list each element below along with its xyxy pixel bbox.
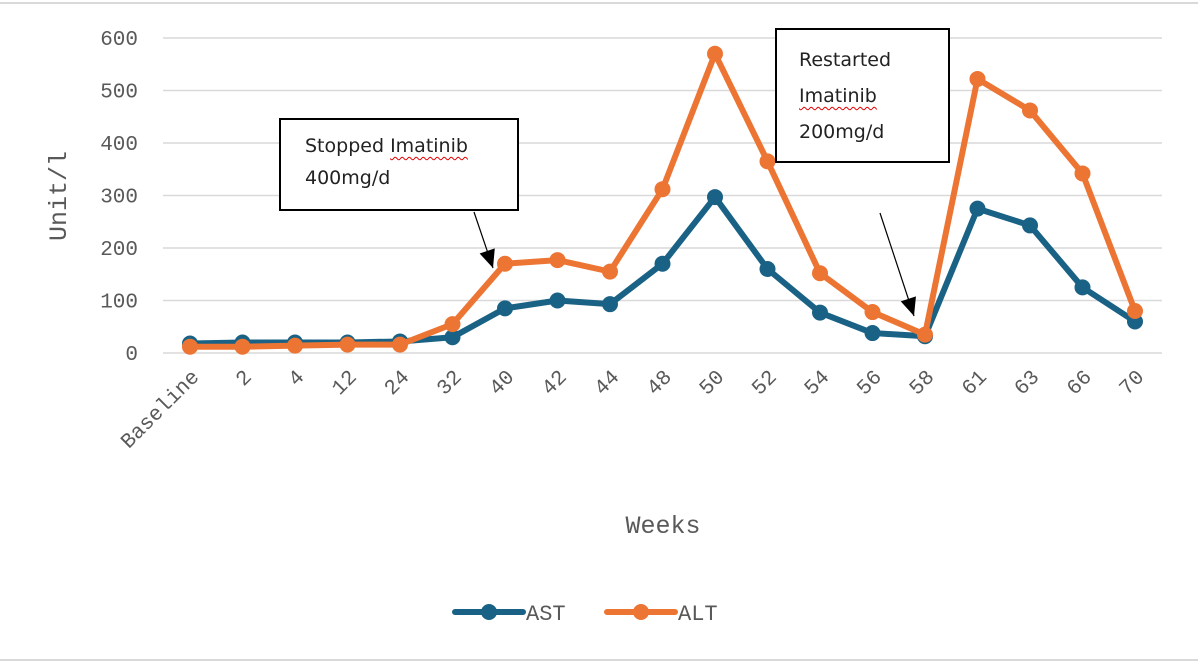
legend-label-ast: AST (526, 602, 566, 627)
y-tick-300: 300 (100, 187, 138, 210)
x-tick-44: 44 (591, 367, 625, 401)
annotation-stopped-line2: Imatinib (390, 135, 468, 157)
annotation-restarted-line2: Imatinib (799, 85, 877, 107)
x-axis-title: Weeks (625, 512, 700, 541)
y-tick-0: 0 (125, 344, 138, 367)
x-tick-58: 58 (906, 367, 940, 401)
annotation-arrows (473, 211, 916, 317)
point-alt-40 (497, 255, 513, 272)
annotation-restarted: Restarted Imatinib 200mg/d (775, 28, 950, 163)
x-tick-2: 2 (232, 367, 257, 392)
point-alt-52 (759, 153, 776, 170)
point-alt-Baseline (182, 338, 198, 355)
point-alt-50 (707, 45, 723, 62)
x-tick-66: 66 (1063, 367, 1097, 401)
legend-item-alt: ALT (604, 602, 718, 627)
x-tick-61: 61 (958, 367, 992, 401)
point-ast-61 (969, 200, 986, 217)
legend: AST ALT (452, 602, 718, 627)
y-tick-600: 600 (100, 29, 138, 52)
point-ast-54 (812, 304, 828, 321)
y-tick-400: 400 (100, 134, 138, 157)
point-ast-50 (707, 189, 723, 206)
y-tick-200: 200 (100, 239, 138, 262)
point-ast-32 (444, 329, 461, 346)
y-tick-500: 500 (100, 82, 138, 105)
point-alt-48 (654, 181, 671, 198)
annotation-restarted-line1: Restarted (799, 49, 892, 71)
point-alt-42 (549, 252, 566, 269)
x-tick-32: 32 (433, 367, 467, 401)
point-ast-48 (654, 255, 671, 272)
y-tick-labels: 0 100 200 300 400 500 600 (100, 29, 138, 367)
x-tick-70: 70 (1116, 367, 1150, 401)
annotation-stopped-line3: 400mg/d (305, 167, 391, 189)
x-tick-40: 40 (486, 367, 520, 401)
x-tick-63: 63 (1011, 367, 1045, 401)
legend-label-alt: ALT (678, 602, 718, 627)
x-tick-labels: Baseline 2 4 12 24 32 40 42 44 48 50 52 54 56 58 61 63 66… (117, 367, 1150, 455)
x-tick-4: 4 (285, 367, 310, 392)
point-alt-4 (287, 337, 303, 354)
point-ast-63 (1022, 217, 1038, 234)
annotation-stopped: Stopped Imatinib 400mg/d (279, 118, 519, 211)
x-tick-50: 50 (696, 367, 730, 401)
x-tick-Baseline: Baseline (117, 367, 205, 455)
x-tick-54: 54 (801, 367, 835, 401)
point-alt-24 (392, 336, 408, 353)
point-alt-58 (917, 326, 933, 343)
point-ast-66 (1074, 279, 1091, 296)
legend-item-ast: AST (452, 602, 566, 627)
point-alt-66 (1074, 165, 1091, 182)
point-ast-56 (864, 325, 881, 342)
annotation-stopped-line1: Stopped (305, 135, 385, 157)
y-tick-100: 100 (100, 292, 138, 315)
point-ast-52 (759, 261, 776, 277)
point-alt-63 (1022, 102, 1038, 119)
series-ast (182, 189, 1143, 352)
x-tick-52: 52 (748, 367, 782, 401)
arrow-stopped-icon (473, 211, 495, 269)
point-alt-44 (602, 263, 618, 280)
point-alt-56 (864, 304, 881, 321)
point-alt-2 (234, 338, 251, 355)
x-tick-12: 12 (328, 367, 362, 401)
x-tick-56: 56 (853, 367, 887, 401)
point-alt-61 (969, 70, 986, 87)
point-alt-32 (444, 316, 461, 333)
arrow-restarted-icon (879, 212, 916, 317)
point-alt-12 (339, 336, 356, 353)
point-alt-70 (1127, 303, 1143, 319)
annotation-restarted-line3: 200mg/d (799, 121, 885, 143)
legend-marker-ast (481, 604, 497, 620)
series-lines (182, 45, 1143, 355)
point-ast-44 (602, 296, 618, 313)
point-ast-40 (497, 300, 513, 317)
x-tick-42: 42 (538, 367, 572, 401)
x-tick-48: 48 (643, 367, 677, 401)
series-alt (182, 45, 1143, 355)
y-axis-title: Unit/l (45, 151, 74, 241)
legend-marker-alt (633, 604, 649, 620)
x-tick-24: 24 (381, 367, 415, 401)
point-alt-54 (812, 265, 828, 282)
point-ast-42 (549, 292, 566, 309)
